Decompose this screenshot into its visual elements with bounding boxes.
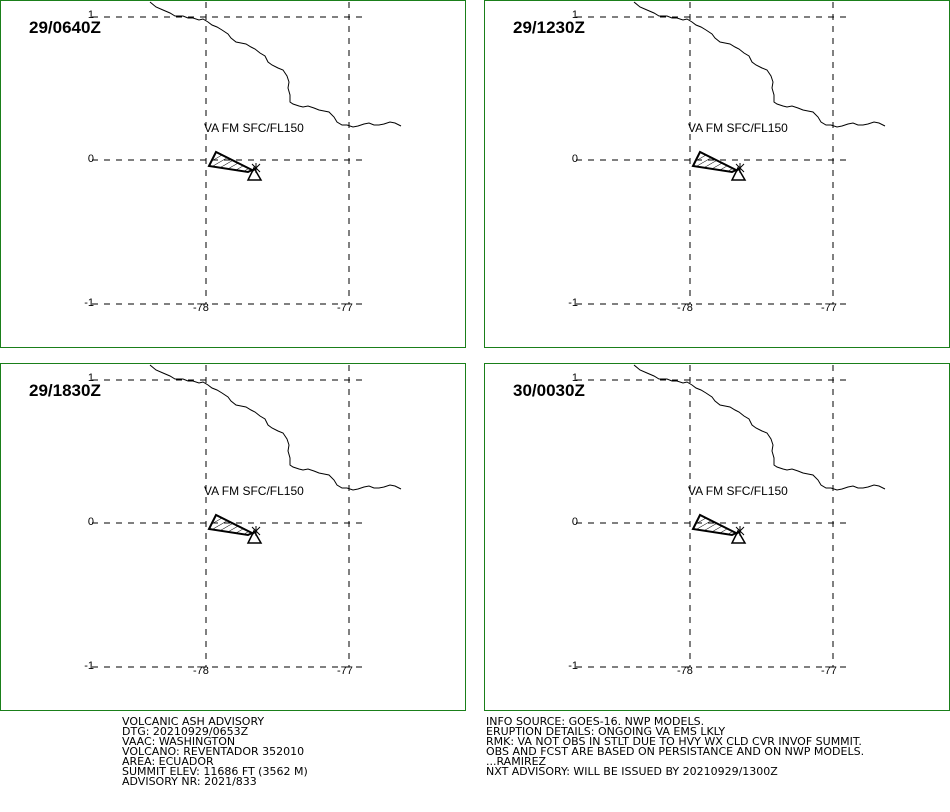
forecast-panel: 29/1230Z VA FM SFC/FL150 1 0 -1 -78 -77 xyxy=(484,0,950,348)
advisory-line: SUMMIT ELEV: 11686 FT (3562 M) xyxy=(122,765,308,778)
lon-tick-label: -77 xyxy=(821,302,837,314)
lon-tick-label: -77 xyxy=(337,665,353,677)
valid-time-label: 29/1230Z xyxy=(513,18,585,37)
lat-tick-label: 0 xyxy=(87,516,94,528)
panel-map xyxy=(484,0,950,348)
panel-map xyxy=(484,363,950,711)
lat-tick-label: 1 xyxy=(87,372,94,384)
ash-cloud-polygon xyxy=(207,150,255,174)
valid-time-label: 29/0640Z xyxy=(29,18,101,37)
advisory-line: ADVISORY NR: 2021/833 xyxy=(122,775,257,788)
panel-frame xyxy=(0,0,466,348)
lon-tick-label: -77 xyxy=(821,665,837,677)
forecast-panel: 29/1830Z VA FM SFC/FL150 1 0 -1 -78 -77 xyxy=(0,363,466,711)
advisory-line: ...RAMIREZ xyxy=(486,755,547,768)
ash-cloud-polygon xyxy=(691,513,739,537)
volcano-star-icon xyxy=(735,526,745,536)
lat-tick-label: -1 xyxy=(568,660,578,672)
valid-time-label: 30/0030Z xyxy=(513,381,585,400)
lon-tick-label: -78 xyxy=(193,302,209,314)
graticule xyxy=(576,365,846,668)
volcano-icon xyxy=(730,166,747,181)
advisory-text-left: VOLCANIC ASH ADVISORY DTG: 20210929/0653… xyxy=(122,715,308,788)
lon-tick-label: -78 xyxy=(677,302,693,314)
lat-tick-label: -1 xyxy=(568,297,578,309)
advisory-line: VOLCANO: REVENTADOR 352010 xyxy=(122,745,305,758)
advisory-line: AREA: ECUADOR xyxy=(122,755,214,768)
ash-cloud-label: VA FM SFC/FL150 xyxy=(688,121,788,135)
forecast-panel: 29/0640Z VA FM SFC/FL150 1 0 -1 -78 -77 xyxy=(0,0,466,348)
ash-cloud-label: VA FM SFC/FL150 xyxy=(688,484,788,498)
lat-tick-label: 1 xyxy=(87,9,94,21)
coastline xyxy=(149,364,402,491)
panel-frame xyxy=(484,363,950,711)
lat-tick-label: 0 xyxy=(87,153,94,165)
coastline xyxy=(633,1,886,128)
advisory-line: RMK: VA NOT OBS IN STLT DUE TO HVY WX CL… xyxy=(486,735,862,748)
lat-tick-label: -1 xyxy=(84,660,94,672)
volcano-star-icon xyxy=(251,526,261,536)
volcano-icon xyxy=(730,529,747,544)
panel-frame xyxy=(484,0,950,348)
lat-tick-label: 1 xyxy=(571,372,578,384)
advisory-line: VAAC: WASHINGTON xyxy=(122,735,236,748)
valid-time-label: 29/1830Z xyxy=(29,381,101,400)
ash-cloud-label: VA FM SFC/FL150 xyxy=(204,484,304,498)
volcano-star-icon xyxy=(251,163,261,173)
volcano-icon xyxy=(246,166,263,181)
lat-tick-label: 0 xyxy=(571,516,578,528)
lat-tick-label: 0 xyxy=(571,153,578,165)
ash-cloud-polygon xyxy=(207,513,255,537)
lat-tick-label: 1 xyxy=(571,9,578,21)
graticule xyxy=(576,2,846,305)
lat-tick-label: -1 xyxy=(84,297,94,309)
advisory-line: VOLCANIC ASH ADVISORY xyxy=(122,715,265,728)
panel-map xyxy=(0,363,466,711)
ash-cloud-label: VA FM SFC/FL150 xyxy=(204,121,304,135)
advisory-line: ERUPTION DETAILS: ONGOING VA EMS LKLY xyxy=(486,725,726,738)
panel-map xyxy=(0,0,466,348)
advisory-line: INFO SOURCE: GOES-16. NWP MODELS. xyxy=(486,715,705,728)
lon-tick-label: -78 xyxy=(677,665,693,677)
panel-frame xyxy=(0,363,466,711)
graticule xyxy=(92,365,362,668)
volcano-icon xyxy=(246,529,263,544)
advisory-line: DTG: 20210929/0653Z xyxy=(122,725,249,738)
advisory-line: OBS AND FCST ARE BASED ON PERSISTANCE AN… xyxy=(486,745,865,758)
volcano-star-icon xyxy=(735,163,745,173)
coastline xyxy=(149,1,402,128)
advisory-text-right: INFO SOURCE: GOES-16. NWP MODELS. ERUPTI… xyxy=(486,715,865,778)
forecast-panel: 30/0030Z VA FM SFC/FL150 1 0 -1 -78 -77 xyxy=(484,363,950,711)
lon-tick-label: -77 xyxy=(337,302,353,314)
ash-cloud-polygon xyxy=(691,150,739,174)
graticule xyxy=(92,2,362,305)
lon-tick-label: -78 xyxy=(193,665,209,677)
advisory-line: NXT ADVISORY: WILL BE ISSUED BY 20210929… xyxy=(486,765,778,778)
coastline xyxy=(633,364,886,491)
